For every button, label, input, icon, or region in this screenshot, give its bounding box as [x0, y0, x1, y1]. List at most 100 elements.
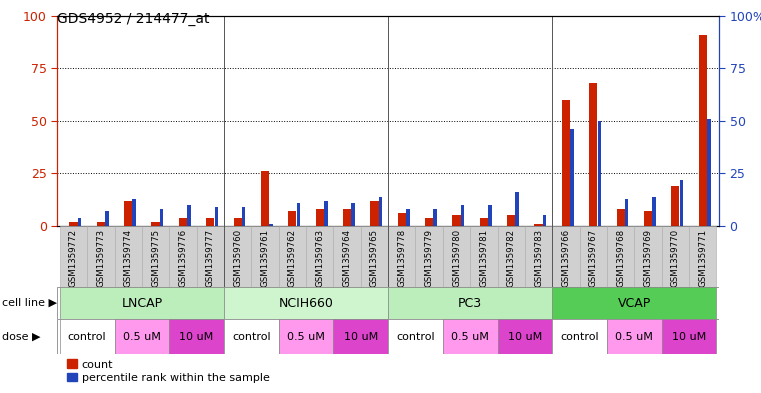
Text: GSM1359763: GSM1359763 [315, 229, 324, 287]
Bar [470, 226, 498, 287]
Text: 0.5 uM: 0.5 uM [123, 332, 161, 342]
Text: control: control [396, 332, 435, 342]
Text: GSM1359778: GSM1359778 [397, 229, 406, 287]
Text: dose ▶: dose ▶ [2, 332, 40, 342]
Bar [88, 226, 114, 287]
Bar [142, 226, 169, 287]
Text: GSM1359762: GSM1359762 [288, 229, 297, 287]
Bar [224, 226, 251, 287]
Bar [662, 319, 716, 354]
Bar [443, 319, 498, 354]
Bar [333, 226, 361, 287]
Bar [589, 83, 597, 226]
Text: GSM1359764: GSM1359764 [342, 229, 352, 287]
Bar [269, 224, 272, 226]
Bar [644, 211, 652, 226]
Text: GSM1359760: GSM1359760 [233, 229, 242, 287]
Bar [543, 215, 546, 226]
Bar [607, 319, 662, 354]
Bar [498, 319, 552, 354]
Bar [242, 207, 246, 226]
Bar [206, 218, 215, 226]
Bar [425, 218, 433, 226]
Text: 10 uM: 10 uM [344, 332, 378, 342]
Text: GSM1359775: GSM1359775 [151, 229, 160, 287]
Bar [169, 319, 224, 354]
Text: PC3: PC3 [458, 296, 482, 310]
Bar [261, 171, 269, 226]
Bar [224, 319, 279, 354]
Bar [552, 226, 580, 287]
Text: LNCAP: LNCAP [121, 296, 162, 310]
Bar [570, 129, 574, 226]
Text: GSM1359773: GSM1359773 [97, 229, 105, 287]
Text: GSM1359772: GSM1359772 [69, 229, 78, 287]
Text: GSM1359783: GSM1359783 [534, 229, 543, 287]
Text: 0.5 uM: 0.5 uM [616, 332, 653, 342]
Bar [196, 226, 224, 287]
Bar [707, 119, 711, 226]
Bar [60, 319, 114, 354]
Bar [132, 198, 136, 226]
Bar [562, 100, 570, 226]
Bar [671, 186, 680, 226]
Bar [160, 209, 164, 226]
Bar [398, 213, 406, 226]
Text: GDS4952 / 214477_at: GDS4952 / 214477_at [57, 12, 209, 26]
Text: 0.5 uM: 0.5 uM [451, 332, 489, 342]
Bar [515, 192, 519, 226]
Bar [652, 196, 656, 226]
Text: VCAP: VCAP [618, 296, 651, 310]
Bar [187, 205, 191, 226]
Text: GSM1359767: GSM1359767 [589, 229, 598, 287]
Bar [534, 224, 543, 226]
Bar [114, 226, 142, 287]
Bar [78, 218, 81, 226]
Bar [443, 226, 470, 287]
Bar [580, 226, 607, 287]
Bar [105, 211, 109, 226]
Bar [552, 287, 716, 319]
Text: GSM1359780: GSM1359780 [452, 229, 461, 287]
Bar [388, 226, 416, 287]
Bar [433, 209, 437, 226]
Bar [479, 218, 488, 226]
Bar [597, 121, 601, 226]
Text: 10 uM: 10 uM [508, 332, 542, 342]
Text: GSM1359761: GSM1359761 [260, 229, 269, 287]
Bar [279, 319, 333, 354]
Text: 0.5 uM: 0.5 uM [287, 332, 325, 342]
Bar [498, 226, 525, 287]
Text: GSM1359766: GSM1359766 [562, 229, 571, 287]
Bar [288, 211, 297, 226]
Bar [169, 226, 196, 287]
Text: GSM1359768: GSM1359768 [616, 229, 625, 287]
Text: GSM1359779: GSM1359779 [425, 229, 434, 287]
Text: cell line ▶: cell line ▶ [2, 298, 56, 308]
Text: GSM1359771: GSM1359771 [699, 229, 707, 287]
Bar [215, 207, 218, 226]
Bar [460, 205, 464, 226]
Bar [124, 201, 132, 226]
Bar [316, 209, 324, 226]
Bar [699, 35, 707, 226]
Bar [507, 215, 515, 226]
Text: GSM1359774: GSM1359774 [124, 229, 132, 287]
Bar [279, 226, 306, 287]
Text: control: control [560, 332, 599, 342]
Bar [333, 319, 388, 354]
Bar [343, 209, 351, 226]
Bar [625, 198, 629, 226]
Text: 10 uM: 10 uM [180, 332, 214, 342]
Bar [224, 287, 388, 319]
Text: GSM1359781: GSM1359781 [479, 229, 489, 287]
Text: NCIH660: NCIH660 [279, 296, 333, 310]
Bar [388, 319, 443, 354]
Bar [607, 226, 635, 287]
Bar [251, 226, 279, 287]
Bar [151, 222, 160, 226]
Bar [635, 226, 662, 287]
Text: GSM1359777: GSM1359777 [205, 229, 215, 287]
Bar [525, 226, 552, 287]
Bar [371, 201, 378, 226]
